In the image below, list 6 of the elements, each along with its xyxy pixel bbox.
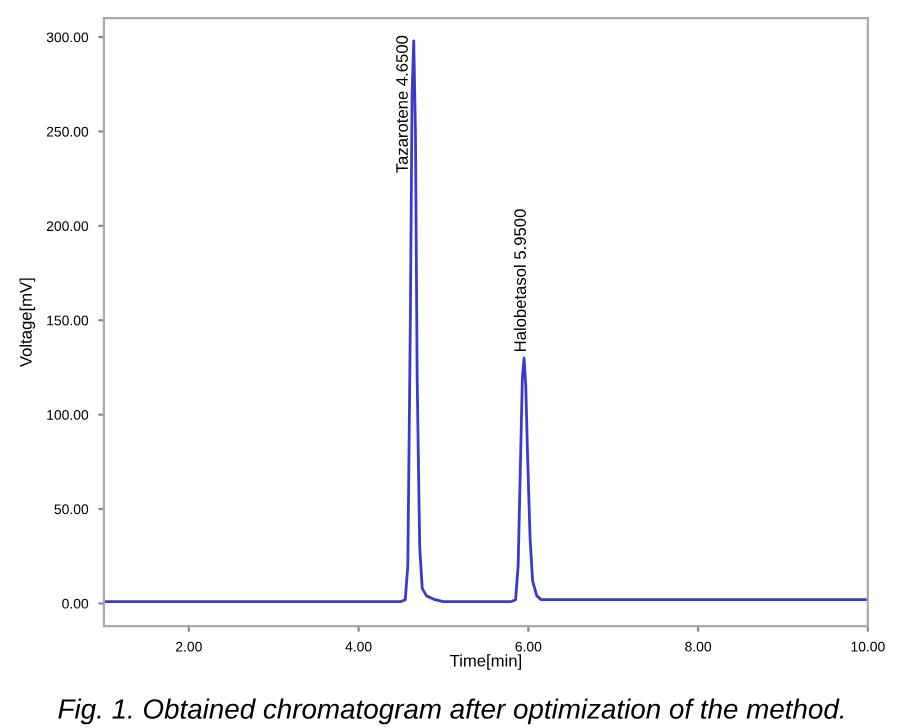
annotation: Halobetasol 5.9500 — [513, 209, 527, 351]
annotation: Tazarotene 4.6500 — [396, 35, 408, 173]
caption: Fig. 1. Obtained chromatogram after optimization of the method. — [58, 698, 844, 725]
line-series — [103, 39, 868, 603]
x-axis-title: Time[min] — [450, 654, 521, 670]
y-axis-title: Voltage[mV] — [19, 278, 36, 367]
